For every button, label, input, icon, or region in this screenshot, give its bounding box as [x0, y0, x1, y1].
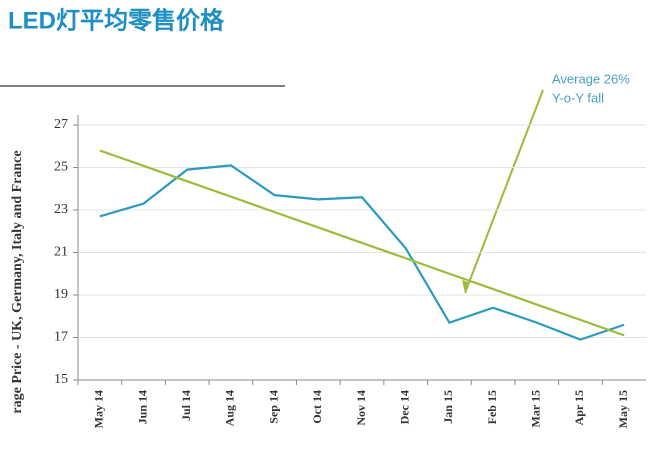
- x-tick-label: Sep 14: [266, 390, 280, 424]
- y-tick-label: 17: [54, 330, 68, 345]
- x-tick-label: Nov 14: [354, 390, 368, 426]
- x-tick-label: May 15: [616, 390, 630, 428]
- x-tick-label: Jul 14: [179, 390, 193, 421]
- x-tick-label: Jan 15: [441, 390, 455, 424]
- x-tick-label: Aug 14: [223, 390, 237, 426]
- x-tick-label: Feb 15: [485, 390, 499, 424]
- x-tick-label: Oct 14: [310, 390, 324, 424]
- line: [99, 164, 625, 341]
- y-tick-label: 25: [54, 160, 68, 175]
- x-tick-label: Apr 15: [572, 390, 586, 425]
- annotation: Average 26%: [552, 71, 630, 86]
- chart-title: LED灯平均零售价格: [8, 6, 225, 34]
- annotation-arrow: [464, 89, 544, 294]
- y-tick-label: 27: [54, 117, 68, 132]
- y-tick-label: 19: [54, 287, 68, 302]
- y-tick-label: 21: [54, 245, 68, 260]
- y-tick-label: 15: [54, 372, 68, 387]
- y-axis-label: rage Price - UK, Germany, Italy and Fran…: [10, 150, 25, 413]
- x-tick-label: May 14: [92, 390, 106, 428]
- arrow-head: [462, 280, 470, 293]
- x-tick-label: Mar 15: [529, 390, 543, 427]
- line: [99, 149, 625, 337]
- x-tick-label: Dec 14: [397, 390, 411, 424]
- y-tick-label: 23: [54, 202, 68, 217]
- x-tick-label: Jun 14: [135, 390, 149, 424]
- annotation: Y-o-Y fall: [552, 90, 604, 105]
